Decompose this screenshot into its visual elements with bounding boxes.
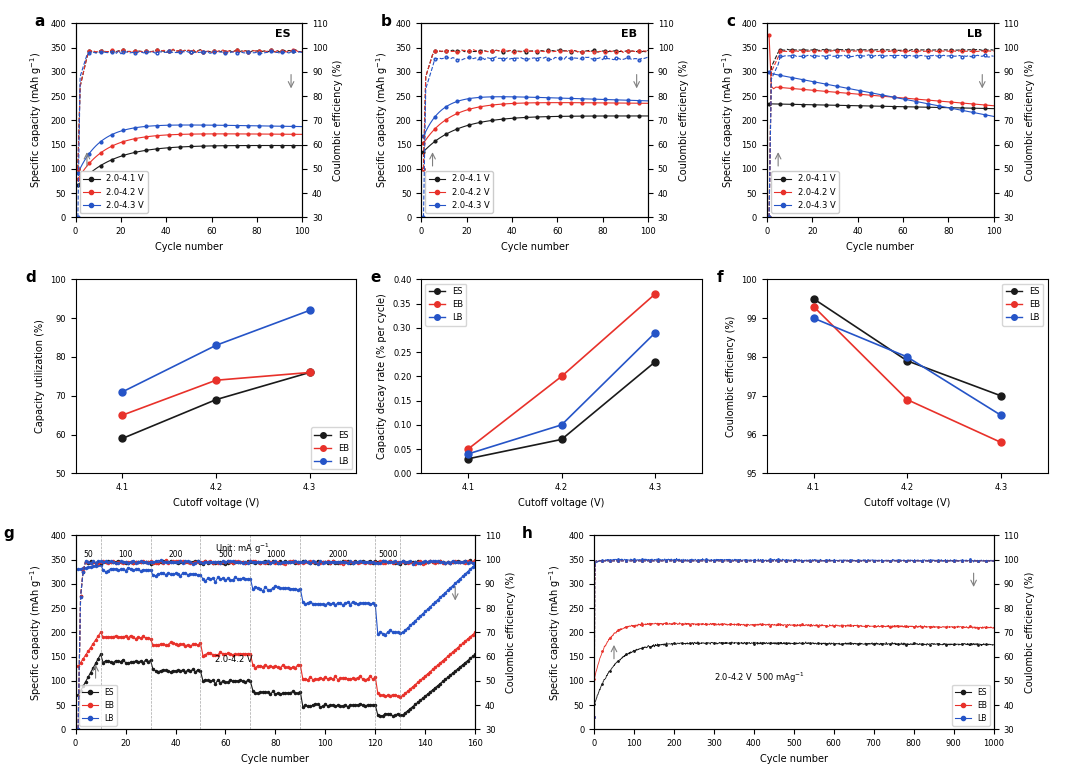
- Text: 1000: 1000: [266, 550, 285, 559]
- Text: 2000: 2000: [328, 550, 348, 559]
- Text: ES: ES: [275, 29, 291, 39]
- Y-axis label: Coulombic efficiency (%): Coulombic efficiency (%): [726, 316, 735, 437]
- X-axis label: Cutoff voltage (V): Cutoff voltage (V): [173, 497, 259, 508]
- Y-axis label: Specific capacity (mAh g$^{-1}$): Specific capacity (mAh g$^{-1}$): [720, 52, 735, 189]
- Y-axis label: Specific capacity (mAh g$^{-1}$): Specific capacity (mAh g$^{-1}$): [548, 564, 563, 701]
- Text: f: f: [716, 269, 723, 285]
- Text: EB: EB: [621, 29, 636, 39]
- Text: LB: LB: [967, 29, 983, 39]
- Text: 200: 200: [168, 550, 183, 559]
- Y-axis label: Specific capacity (mAh g$^{-1}$): Specific capacity (mAh g$^{-1}$): [29, 564, 44, 701]
- X-axis label: Cycle number: Cycle number: [156, 241, 222, 251]
- Y-axis label: Capacity utilization (%): Capacity utilization (%): [35, 320, 44, 433]
- Text: a: a: [35, 13, 45, 29]
- Text: 50: 50: [83, 550, 93, 559]
- Text: d: d: [25, 269, 36, 285]
- Text: g: g: [3, 526, 14, 541]
- Y-axis label: Capacity decay rate (% per cycle): Capacity decay rate (% per cycle): [377, 293, 388, 459]
- Legend: ES, EB, LB: ES, EB, LB: [311, 428, 352, 469]
- X-axis label: Cycle number: Cycle number: [847, 241, 914, 251]
- Legend: 2.0-4.1 V, 2.0-4.2 V, 2.0-4.3 V: 2.0-4.1 V, 2.0-4.2 V, 2.0-4.3 V: [80, 171, 148, 213]
- Y-axis label: Coulombic efficiency (%): Coulombic efficiency (%): [1025, 572, 1035, 693]
- Text: c: c: [726, 13, 735, 29]
- Text: 2.0-4.2 V: 2.0-4.2 V: [215, 654, 253, 663]
- X-axis label: Cycle number: Cycle number: [760, 753, 827, 764]
- Legend: ES, EB, LB: ES, EB, LB: [80, 685, 117, 726]
- Text: e: e: [370, 269, 381, 285]
- Y-axis label: Specific capacity (mAh g$^{-1}$): Specific capacity (mAh g$^{-1}$): [29, 52, 44, 189]
- Text: 500: 500: [218, 550, 233, 559]
- Text: Unit: mA g$^{-1}$: Unit: mA g$^{-1}$: [215, 542, 270, 556]
- Legend: ES, EB, LB: ES, EB, LB: [953, 685, 989, 726]
- Y-axis label: Coulombic efficiency (%): Coulombic efficiency (%): [1025, 60, 1035, 181]
- Legend: ES, EB, LB: ES, EB, LB: [1002, 283, 1043, 325]
- Text: 100: 100: [119, 550, 133, 559]
- Text: b: b: [380, 13, 391, 29]
- Text: 5000: 5000: [378, 550, 397, 559]
- Y-axis label: Specific capacity (mAh g$^{-1}$): Specific capacity (mAh g$^{-1}$): [375, 52, 390, 189]
- Text: 2.0-4.2 V  500 mAg$^{-1}$: 2.0-4.2 V 500 mAg$^{-1}$: [714, 670, 805, 685]
- Text: h: h: [522, 526, 532, 541]
- Y-axis label: Coulombic efficiency (%): Coulombic efficiency (%): [507, 572, 516, 693]
- X-axis label: Cycle number: Cycle number: [242, 753, 309, 764]
- X-axis label: Cutoff voltage (V): Cutoff voltage (V): [518, 497, 605, 508]
- Legend: 2.0-4.1 V, 2.0-4.2 V, 2.0-4.3 V: 2.0-4.1 V, 2.0-4.2 V, 2.0-4.3 V: [426, 171, 494, 213]
- Y-axis label: Coulombic efficiency (%): Coulombic efficiency (%): [679, 60, 689, 181]
- Y-axis label: Coulombic efficiency (%): Coulombic efficiency (%): [334, 60, 343, 181]
- X-axis label: Cutoff voltage (V): Cutoff voltage (V): [864, 497, 950, 508]
- X-axis label: Cycle number: Cycle number: [501, 241, 568, 251]
- Legend: ES, EB, LB: ES, EB, LB: [426, 283, 467, 325]
- Legend: 2.0-4.1 V, 2.0-4.2 V, 2.0-4.3 V: 2.0-4.1 V, 2.0-4.2 V, 2.0-4.3 V: [771, 171, 839, 213]
